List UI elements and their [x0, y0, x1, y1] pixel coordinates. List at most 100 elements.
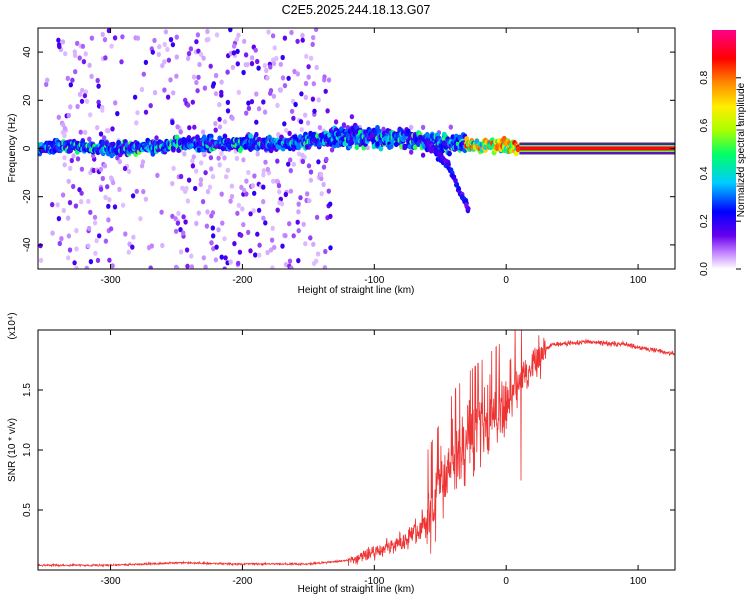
spectrogram-xtick-label: -100: [364, 275, 384, 286]
spectrogram-noise-cell: [271, 178, 276, 184]
spectrogram-noise-cell: [209, 240, 214, 246]
spectrogram-noise-cell: [174, 54, 179, 60]
spectrogram-xtick-label: 100: [630, 275, 647, 286]
spectrogram-noise-cell: [178, 173, 184, 180]
spectrogram-noise-cell: [106, 217, 111, 223]
spectrogram-noise-cell: [162, 59, 167, 65]
spectrogram-noise-cell: [62, 125, 68, 131]
spectrogram-noise-cell: [265, 249, 270, 256]
spectrogram-noise-cell: [96, 83, 101, 89]
spectrogram-noise-cell: [261, 99, 266, 105]
spectrogram-noise-cell: [92, 214, 98, 220]
spectrogram-noise-cell: [321, 181, 326, 188]
spectrogram-noise-cell: [313, 258, 319, 264]
colorbar-tick-label: 0.8: [699, 70, 710, 84]
spectrogram-noise-cell: [219, 150, 224, 156]
spectrogram-noise-cell: [83, 51, 88, 57]
spectrogram-noise-cell: [283, 233, 288, 239]
spectrogram-ridge-cell: [447, 150, 452, 157]
spectrogram-branch-cell: [456, 185, 461, 191]
spectrogram-noise-cell: [207, 184, 213, 190]
spectrogram-noise-cell: [222, 236, 227, 242]
spectrogram-noise-cell: [216, 155, 221, 161]
spectrogram-noise-cell: [301, 221, 306, 227]
spectrogram-noise-cell: [220, 220, 225, 226]
spectrogram-noise-cell: [253, 47, 258, 53]
spectrogram-ytick-label: 40: [22, 46, 33, 58]
spectrogram-noise-cell: [262, 109, 268, 115]
spectrogram-noise-cell: [110, 126, 115, 132]
spectrogram-noise-cell: [311, 35, 316, 41]
colorbar-tick-label: 0.0: [699, 262, 710, 276]
spectrogram-noise-cell: [75, 40, 80, 47]
spectrogram-noise-cell: [203, 170, 208, 176]
spectrogram-noise-cell: [103, 238, 109, 244]
spectrogram-noise-cell: [319, 175, 324, 182]
spectrogram-noise-cell: [263, 159, 268, 165]
spectrogram-noise-cell: [248, 248, 253, 254]
spectrogram-noise-cell: [299, 127, 304, 133]
spectrogram-noise-cell: [241, 187, 247, 193]
spectrogram-noise-cell: [131, 234, 136, 240]
snr-scale-label: (x10⁴): [7, 312, 18, 339]
spectrogram-ridge-cell: [515, 146, 521, 153]
spectrogram-noise-cell: [295, 71, 300, 77]
spectrogram-noise-cell: [272, 244, 277, 250]
spectrogram-noise-cell: [205, 28, 210, 35]
snr-xtick-label: 0: [503, 576, 509, 587]
spectrogram-noise-cell: [303, 112, 308, 118]
spectrogram-noise-cell: [119, 59, 124, 65]
spectrogram-noise-cell: [234, 36, 240, 42]
spectrogram-noise-cell: [186, 177, 192, 183]
spectrogram-noise-cell: [225, 167, 231, 173]
spectrogram-noise-cell: [117, 186, 122, 192]
spectrogram-noise-cell: [325, 108, 330, 114]
spectrogram-noise-cell: [323, 88, 328, 94]
spectrogram-noise-cell: [254, 119, 259, 125]
spectrogram-noise-cell: [264, 67, 269, 74]
spectrogram-noise-cell: [113, 100, 118, 106]
spectrogram-noise-cell: [282, 83, 288, 89]
spectrogram-noise-cell: [211, 233, 216, 239]
spectrogram-noise-cell: [67, 247, 73, 253]
colorbar-tick-label: 0.2: [699, 214, 710, 228]
spectrogram-noise-cell: [78, 129, 83, 135]
spectrogram-noise-cell: [201, 55, 206, 61]
spectrogram-noise-cell: [185, 263, 190, 269]
spectrogram-xlabel: Height of straight line (km): [298, 285, 415, 296]
spectrogram-noise-cell: [278, 87, 284, 93]
spectrogram-noise-cell: [217, 102, 222, 108]
spectrogram-noise-cell: [80, 43, 86, 49]
spectrogram-noise-cell: [308, 235, 313, 241]
spectrogram-noise-cell: [295, 219, 300, 225]
spectrogram-noise-cell: [50, 230, 55, 236]
spectrogram-noise-cell: [196, 48, 201, 54]
spectrogram-noise-cell: [134, 188, 139, 194]
spectrogram-noise-cell: [160, 242, 165, 249]
spectrogram-noise-cell: [181, 230, 186, 236]
spectrogram-noise-cell: [282, 35, 288, 41]
spectrogram-noise-cell: [305, 120, 311, 126]
spectrogram-noise-cell: [333, 119, 339, 125]
spectrogram-noise-cell: [157, 44, 162, 50]
spectrogram-noise-cell: [122, 165, 128, 172]
spectrogram-ridge-cell: [279, 134, 284, 141]
spectrogram-noise-cell: [252, 190, 257, 196]
spectrogram-noise-cell: [154, 135, 159, 141]
spectrogram-noise-cell: [266, 29, 271, 35]
spectrogram-noise-cell: [56, 114, 61, 120]
spectrogram-noise-cell: [250, 183, 255, 189]
spectrogram-noise-cell: [249, 99, 255, 105]
spectrogram-noise-cell: [208, 63, 213, 69]
spectrogram-noise-cell: [265, 166, 271, 172]
spectrogram-noise-cell: [156, 51, 161, 58]
spectrogram-noise-cell: [286, 75, 291, 81]
spectrogram-noise-cell: [197, 61, 202, 68]
spectrogram-noise-cell: [138, 216, 143, 222]
spectrogram-noise-cell: [296, 201, 301, 207]
spectrogram-noise-cell: [246, 169, 251, 176]
spectrogram-noise-cell: [257, 252, 262, 258]
spectrogram-noise-cell: [298, 119, 304, 125]
spectrogram-noise-cell: [84, 98, 90, 104]
